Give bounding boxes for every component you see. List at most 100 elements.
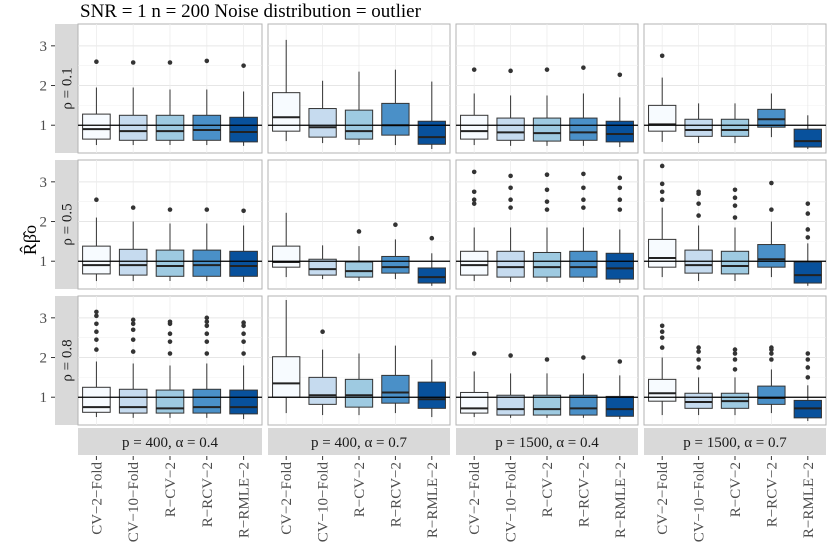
column-strip-label: p = 1500, α = 0.4 (495, 435, 599, 451)
outlier-point (167, 319, 173, 325)
outlier-point (94, 329, 99, 335)
box-1 (648, 104, 677, 132)
outlier-point (241, 351, 246, 356)
x-tick-label: CV−2−Fold (279, 462, 295, 535)
outlier-point (130, 349, 136, 354)
box-5 (229, 389, 258, 415)
outlier-point (659, 197, 665, 202)
box-5 (229, 250, 258, 277)
outlier-point (659, 335, 665, 340)
outlier-point (696, 345, 701, 350)
y-tick-label: 1 (40, 254, 48, 270)
box-1 (272, 245, 301, 268)
outlier-point (241, 63, 246, 68)
outlier-point (805, 227, 811, 232)
outlier-point (617, 207, 623, 212)
box-2 (308, 376, 337, 405)
y-axis-label: R̂β̂o (19, 225, 40, 255)
box-3 (155, 249, 185, 277)
outlier-point (732, 351, 738, 356)
box-2 (308, 258, 337, 276)
box-2 (118, 114, 148, 141)
outlier-point (696, 349, 701, 354)
outlier-point (241, 320, 246, 325)
outlier-point (94, 347, 99, 352)
outlier-point (130, 205, 136, 210)
box-5 (793, 261, 822, 284)
outlier-point (356, 229, 362, 234)
x-tick-label: R−RCV−2 (388, 462, 404, 527)
outlier-point (732, 195, 738, 201)
outlier-point (659, 53, 665, 59)
outlier-point (204, 58, 210, 64)
outlier-point (167, 207, 173, 212)
outlier-point (659, 181, 665, 187)
box-1 (82, 386, 111, 413)
x-tick-label: R−RCV−2 (764, 462, 780, 527)
box-3 (344, 378, 374, 408)
outlier-point (204, 319, 210, 325)
panel (267, 295, 451, 426)
panel (643, 23, 827, 154)
panel (77, 23, 263, 154)
row-strip (55, 296, 78, 425)
outlier-point (769, 357, 774, 362)
outlier-point (94, 313, 99, 319)
outlier-point (581, 197, 586, 202)
outlier-point (167, 60, 173, 65)
outlier-point (805, 235, 811, 240)
panel (643, 159, 827, 290)
box-3 (532, 394, 562, 416)
x-tick-label: R−RMLE−2 (801, 462, 817, 538)
x-tick-label: R−CV−2 (728, 462, 744, 517)
box-2 (118, 248, 148, 276)
column-strip-label: p = 400, α = 0.4 (122, 435, 219, 451)
column-strip (644, 428, 826, 455)
outlier-point (617, 72, 623, 78)
box-1 (460, 391, 489, 414)
x-tick-label: R−RMLE−2 (237, 462, 253, 538)
panel (77, 159, 263, 290)
outlier-point (508, 353, 513, 358)
panel (643, 295, 827, 426)
outlier-point (130, 337, 136, 342)
panel (267, 23, 451, 154)
outlier-point (471, 351, 477, 356)
outlier-point (471, 201, 477, 206)
outlier-point (204, 331, 210, 337)
x-tick-label: R−CV−2 (352, 462, 368, 517)
box-4 (757, 385, 786, 405)
box-5 (417, 381, 446, 409)
outlier-point (204, 339, 210, 344)
x-tick-label: CV−10−Fold (692, 462, 708, 543)
panel (455, 295, 639, 426)
row-strip-label: ρ = 0.1 (60, 67, 76, 109)
outlier-point (805, 357, 811, 362)
outlier-point (94, 197, 99, 202)
panel (77, 295, 263, 426)
outlier-point (659, 329, 665, 335)
row-strip-label: ρ = 0.8 (60, 339, 76, 381)
box-2 (496, 250, 525, 278)
panel-grid: ρ = 0.1 1 2 3 ρ = 0.5 1 2 3 ρ = 0.8 1 2 3 p = 400, α… (40, 23, 827, 543)
box-1 (272, 356, 301, 398)
y-tick-label: 2 (40, 79, 48, 95)
outlier-point (617, 185, 623, 191)
outlier-point (204, 351, 210, 356)
outlier-point (581, 65, 586, 70)
outlier-point (696, 213, 701, 218)
outlier-point (167, 331, 173, 337)
outlier-point (805, 211, 811, 216)
outlier-point (241, 208, 246, 214)
outlier-point (241, 331, 246, 337)
box-1 (82, 245, 111, 275)
x-tick-label: R−RCV−2 (200, 462, 216, 527)
outlier-point (471, 169, 477, 175)
box-3 (155, 389, 185, 414)
outlier-point (94, 321, 99, 327)
outlier-point (696, 201, 701, 206)
y-tick-label: 3 (40, 311, 48, 327)
box-3 (532, 117, 562, 142)
y-tick-label: 2 (40, 215, 48, 231)
x-tick-label: CV−2−Fold (467, 462, 483, 535)
